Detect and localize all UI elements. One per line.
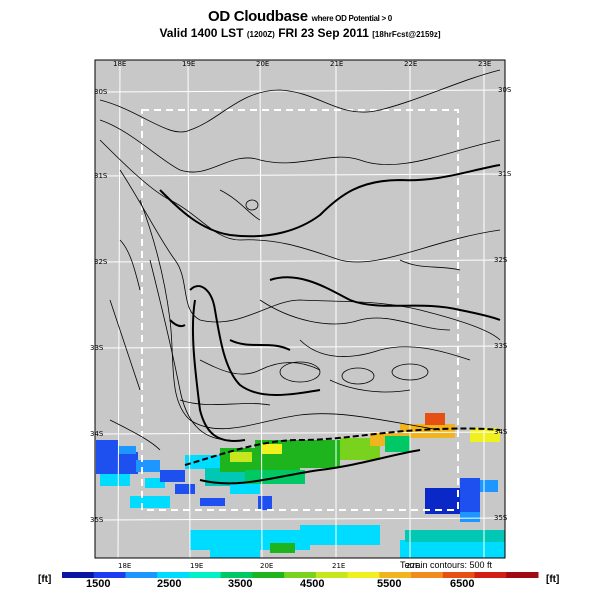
colorbar-segment <box>62 572 95 578</box>
title-sub-text: where OD Potential > 0 <box>311 14 393 23</box>
lon-label-bottom: 19E <box>190 562 203 570</box>
lon-label-top: 21E <box>330 60 343 68</box>
lon-label-top: 18E <box>113 60 126 68</box>
colorbar-label: 3500 <box>228 578 253 590</box>
lat-label-right: 32S <box>494 256 508 264</box>
colorbar-segment <box>93 572 126 578</box>
cloudbase-cell <box>130 496 170 508</box>
lon-label-top: 23E <box>478 60 491 68</box>
colorbar-segment <box>252 572 285 578</box>
valid-time: Valid 1400 LST (1200Z) FRI 23 Sep 2011 [… <box>0 26 600 40</box>
colorbar-segment <box>220 572 253 578</box>
colorbar-segment <box>347 572 380 578</box>
cloudbase-cell <box>385 436 410 452</box>
lat-label-right: 35S <box>494 514 508 522</box>
colorbar-label: 4500 <box>300 578 325 590</box>
forecast-info: [18hrFcst@2159z] <box>372 30 441 39</box>
lat-label-left: 30S <box>94 88 108 96</box>
cloudbase-cell <box>480 480 498 492</box>
lat-label-right: 34S <box>494 428 508 436</box>
lon-label-top: 20E <box>256 60 269 68</box>
cloudbase-cell <box>185 455 220 469</box>
lat-label-left: 31S <box>94 172 108 180</box>
lon-label-bottom: 18E <box>118 562 131 570</box>
cloudbase-cell <box>210 548 260 558</box>
cloudbase-cell <box>175 484 195 494</box>
colorbar-segment <box>284 572 317 578</box>
title-main-text: OD Cloudbase <box>208 8 308 25</box>
cloudbase-cell <box>160 470 185 482</box>
colorbar-unit-left: [ft] <box>38 574 52 585</box>
terrain-contour-note: Terrain contours: 500 ft <box>400 560 493 570</box>
cloudbase-cell <box>100 474 130 486</box>
colorbar-segment <box>125 572 158 578</box>
cloudbase-cell <box>300 525 380 545</box>
colorbar-segment <box>315 572 349 578</box>
lat-label-left: 32S <box>94 258 108 266</box>
colorbar-unit-right: [ft] <box>546 574 560 585</box>
cloudbase-cell <box>470 428 500 442</box>
lon-label-bottom: 20E <box>260 562 273 570</box>
lon-label-top: 19E <box>182 60 195 68</box>
graticule <box>95 61 505 559</box>
cloudbase-cell <box>262 444 282 454</box>
cloudbase-cell <box>205 468 245 486</box>
lat-label-right: 33S <box>494 342 508 350</box>
colorbar-segment <box>379 572 412 578</box>
cloudbase-cell <box>258 496 272 510</box>
cloudbase-cell <box>400 424 455 438</box>
lon-label-bottom: 22E <box>406 562 419 570</box>
cloudbase-cell <box>230 484 260 494</box>
cloudbase-cell <box>145 478 165 488</box>
lat-label-left: 33S <box>90 344 104 352</box>
lat-label-left: 35S <box>90 516 104 524</box>
lon-label-top: 22E <box>404 60 417 68</box>
colorbar-label: 6500 <box>450 578 475 590</box>
colorbar-segment <box>411 572 444 578</box>
cloudbase-cell <box>230 452 252 462</box>
cloudbase-cell <box>136 460 160 472</box>
cloudbase-cell <box>96 452 138 474</box>
colorbar-segment <box>506 572 539 578</box>
lat-label-left: 34S <box>90 430 104 438</box>
major-terrain-contours <box>159 164 501 485</box>
colorbar-segment <box>474 572 507 578</box>
cloudbase-cell <box>96 440 118 454</box>
cloudbase-cell <box>460 478 480 512</box>
valid-date: FRI 23 Sep 2011 <box>278 26 369 40</box>
colorbar-label: 5500 <box>377 578 402 590</box>
cloudbase-cell <box>405 530 505 542</box>
cloudbase-cell <box>460 512 480 522</box>
colorbar <box>62 572 539 578</box>
map-frame <box>94 59 506 559</box>
chart-title: OD Cloudbase where OD Potential > 0 <box>0 8 600 25</box>
colorbar-label: 1500 <box>86 578 111 590</box>
cloudbase-cell <box>425 413 445 425</box>
cloudbase-cell <box>200 498 225 506</box>
colorbar-segment <box>442 572 476 578</box>
lon-label-bottom: 21E <box>332 562 345 570</box>
valid-utc: (1200Z) <box>246 30 275 39</box>
cloudbase-cell <box>270 543 295 553</box>
cloudbase-cell <box>400 540 505 558</box>
terrain-contours <box>99 69 501 451</box>
cloudbase-cell <box>300 440 340 468</box>
colorbar-label: 2500 <box>157 578 182 590</box>
cloudbase-cell <box>118 446 136 454</box>
colorbar-segment <box>157 572 190 578</box>
colorbar-segment <box>188 572 222 578</box>
valid-main: Valid 1400 LST <box>159 26 244 40</box>
